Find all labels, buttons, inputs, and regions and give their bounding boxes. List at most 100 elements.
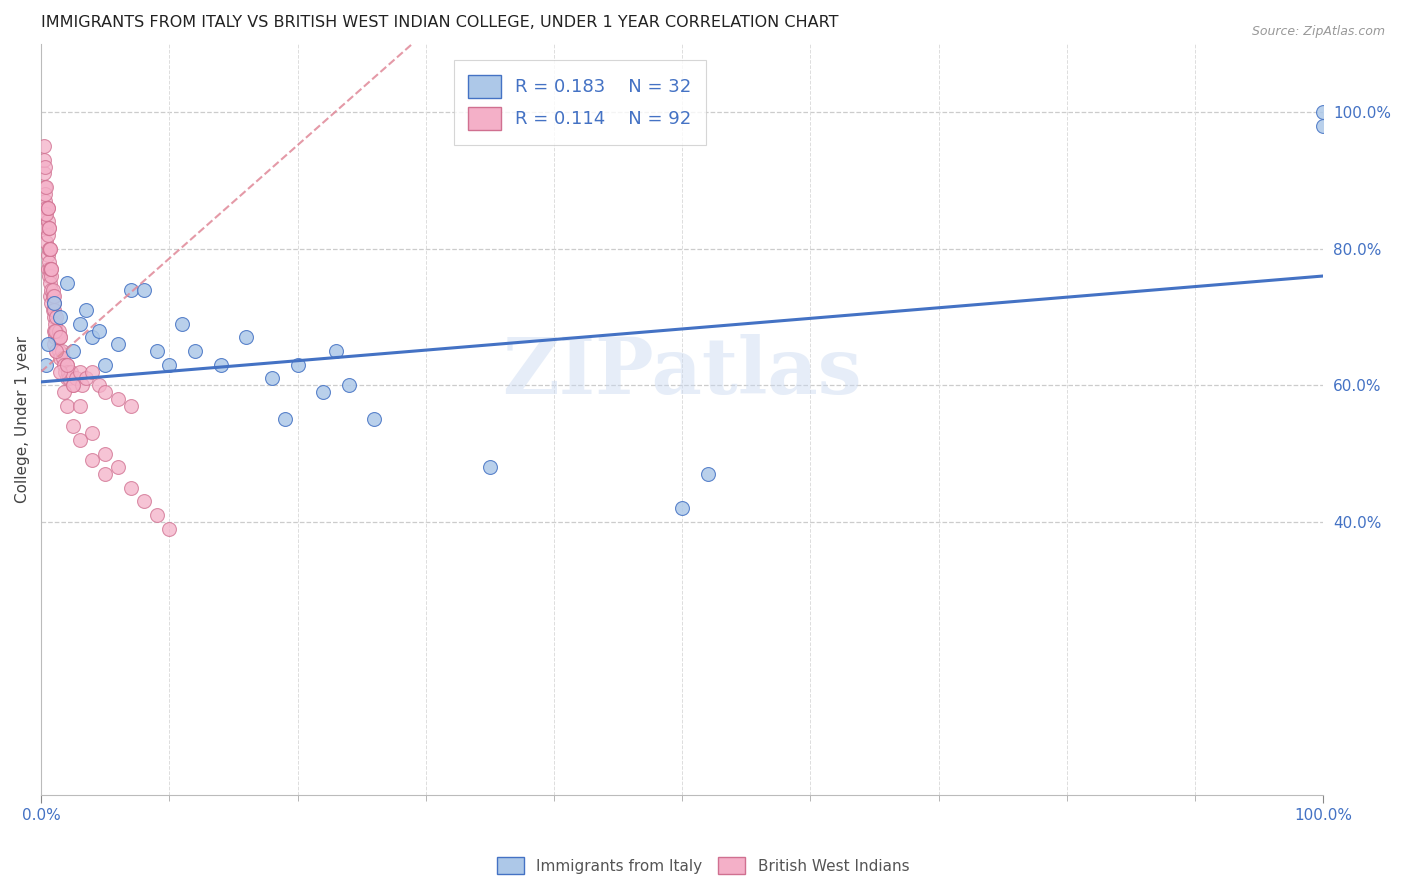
Point (32, 166, 55, 180)
Legend: R = 0.183    N = 32, R = 0.114    N = 92: R = 0.183 N = 32, R = 0.114 N = 92 (454, 61, 706, 145)
Point (157, 358, 180, 372)
Point (49, 310, 72, 324)
Point (120, 399, 142, 413)
Point (41, 289, 63, 303)
Point (38, 255, 60, 269)
Point (65, 371, 87, 385)
Text: ZIPatlas: ZIPatlas (502, 334, 862, 409)
Point (696, 467, 718, 482)
Point (107, 337, 129, 351)
Point (34, 194, 56, 208)
Point (34, 207, 56, 221)
Point (38, 221, 60, 235)
Point (325, 344, 347, 359)
Point (58, 371, 80, 385)
Point (42, 303, 65, 318)
Point (48, 324, 70, 338)
Point (34, 186, 56, 201)
Point (82, 426, 104, 441)
Point (1312, 105, 1334, 120)
Point (41, 262, 63, 277)
Point (42, 310, 65, 324)
Point (49, 330, 72, 344)
Point (44, 317, 66, 331)
Point (45, 344, 67, 359)
Point (45, 344, 67, 359)
Point (45, 310, 67, 324)
Point (94, 385, 117, 400)
Point (184, 344, 207, 359)
Point (62, 344, 84, 359)
Text: Source: ZipAtlas.com: Source: ZipAtlas.com (1251, 25, 1385, 38)
Point (671, 501, 693, 516)
Point (37, 201, 59, 215)
Point (39, 289, 62, 303)
Point (49, 351, 72, 365)
Point (51, 344, 73, 359)
Point (48, 344, 70, 359)
Point (363, 412, 385, 426)
Point (94, 447, 117, 461)
Text: IMMIGRANTS FROM ITALY VS BRITISH WEST INDIAN COLLEGE, UNDER 1 YEAR CORRELATION C: IMMIGRANTS FROM ITALY VS BRITISH WEST IN… (41, 15, 838, 30)
Point (37, 227, 59, 242)
Point (39, 276, 62, 290)
Point (55, 371, 77, 385)
Point (337, 378, 360, 392)
Point (145, 508, 167, 523)
Point (32, 153, 55, 167)
Point (209, 358, 232, 372)
Point (107, 460, 129, 475)
Point (55, 276, 77, 290)
Point (37, 201, 59, 215)
Point (94, 358, 117, 372)
Point (42, 289, 65, 303)
Point (49, 365, 72, 379)
Point (41, 283, 63, 297)
Point (42, 296, 65, 310)
Point (82, 365, 104, 379)
Point (53, 358, 76, 372)
Point (157, 522, 180, 536)
Point (235, 330, 257, 344)
Point (41, 303, 63, 318)
Point (107, 392, 129, 406)
Point (132, 494, 155, 508)
Point (35, 201, 58, 215)
Point (69, 399, 91, 413)
Point (1312, 119, 1334, 133)
Point (120, 481, 142, 495)
Point (62, 378, 84, 392)
Point (37, 214, 59, 228)
Point (87, 324, 110, 338)
Point (45, 324, 67, 338)
Point (42, 324, 65, 338)
Point (49, 330, 72, 344)
Point (312, 385, 335, 400)
Point (34, 160, 56, 174)
Point (38, 221, 60, 235)
Point (62, 419, 84, 434)
Point (39, 242, 62, 256)
Legend: Immigrants from Italy, British West Indians: Immigrants from Italy, British West Indi… (491, 851, 915, 880)
Point (55, 399, 77, 413)
Point (69, 433, 91, 447)
Point (35, 235, 58, 249)
Point (42, 337, 65, 351)
Point (478, 460, 501, 475)
Point (87, 378, 110, 392)
Point (70, 378, 93, 392)
Point (35, 180, 58, 194)
Point (52, 351, 75, 365)
Point (59, 365, 82, 379)
Point (55, 358, 77, 372)
Point (145, 344, 167, 359)
Point (37, 262, 59, 277)
Point (41, 262, 63, 277)
Point (44, 330, 66, 344)
Point (41, 268, 63, 283)
Point (32, 139, 55, 153)
Point (37, 248, 59, 262)
Point (34, 180, 56, 194)
Point (35, 221, 58, 235)
Point (260, 371, 283, 385)
